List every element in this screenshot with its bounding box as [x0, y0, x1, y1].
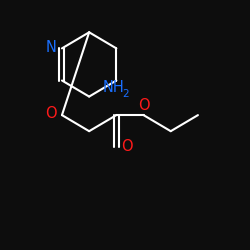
Text: O: O: [138, 98, 149, 113]
Text: O: O: [121, 138, 132, 154]
Text: O: O: [45, 106, 57, 122]
Text: 2: 2: [122, 89, 129, 99]
Text: N: N: [46, 40, 56, 54]
Text: NH: NH: [103, 80, 124, 96]
